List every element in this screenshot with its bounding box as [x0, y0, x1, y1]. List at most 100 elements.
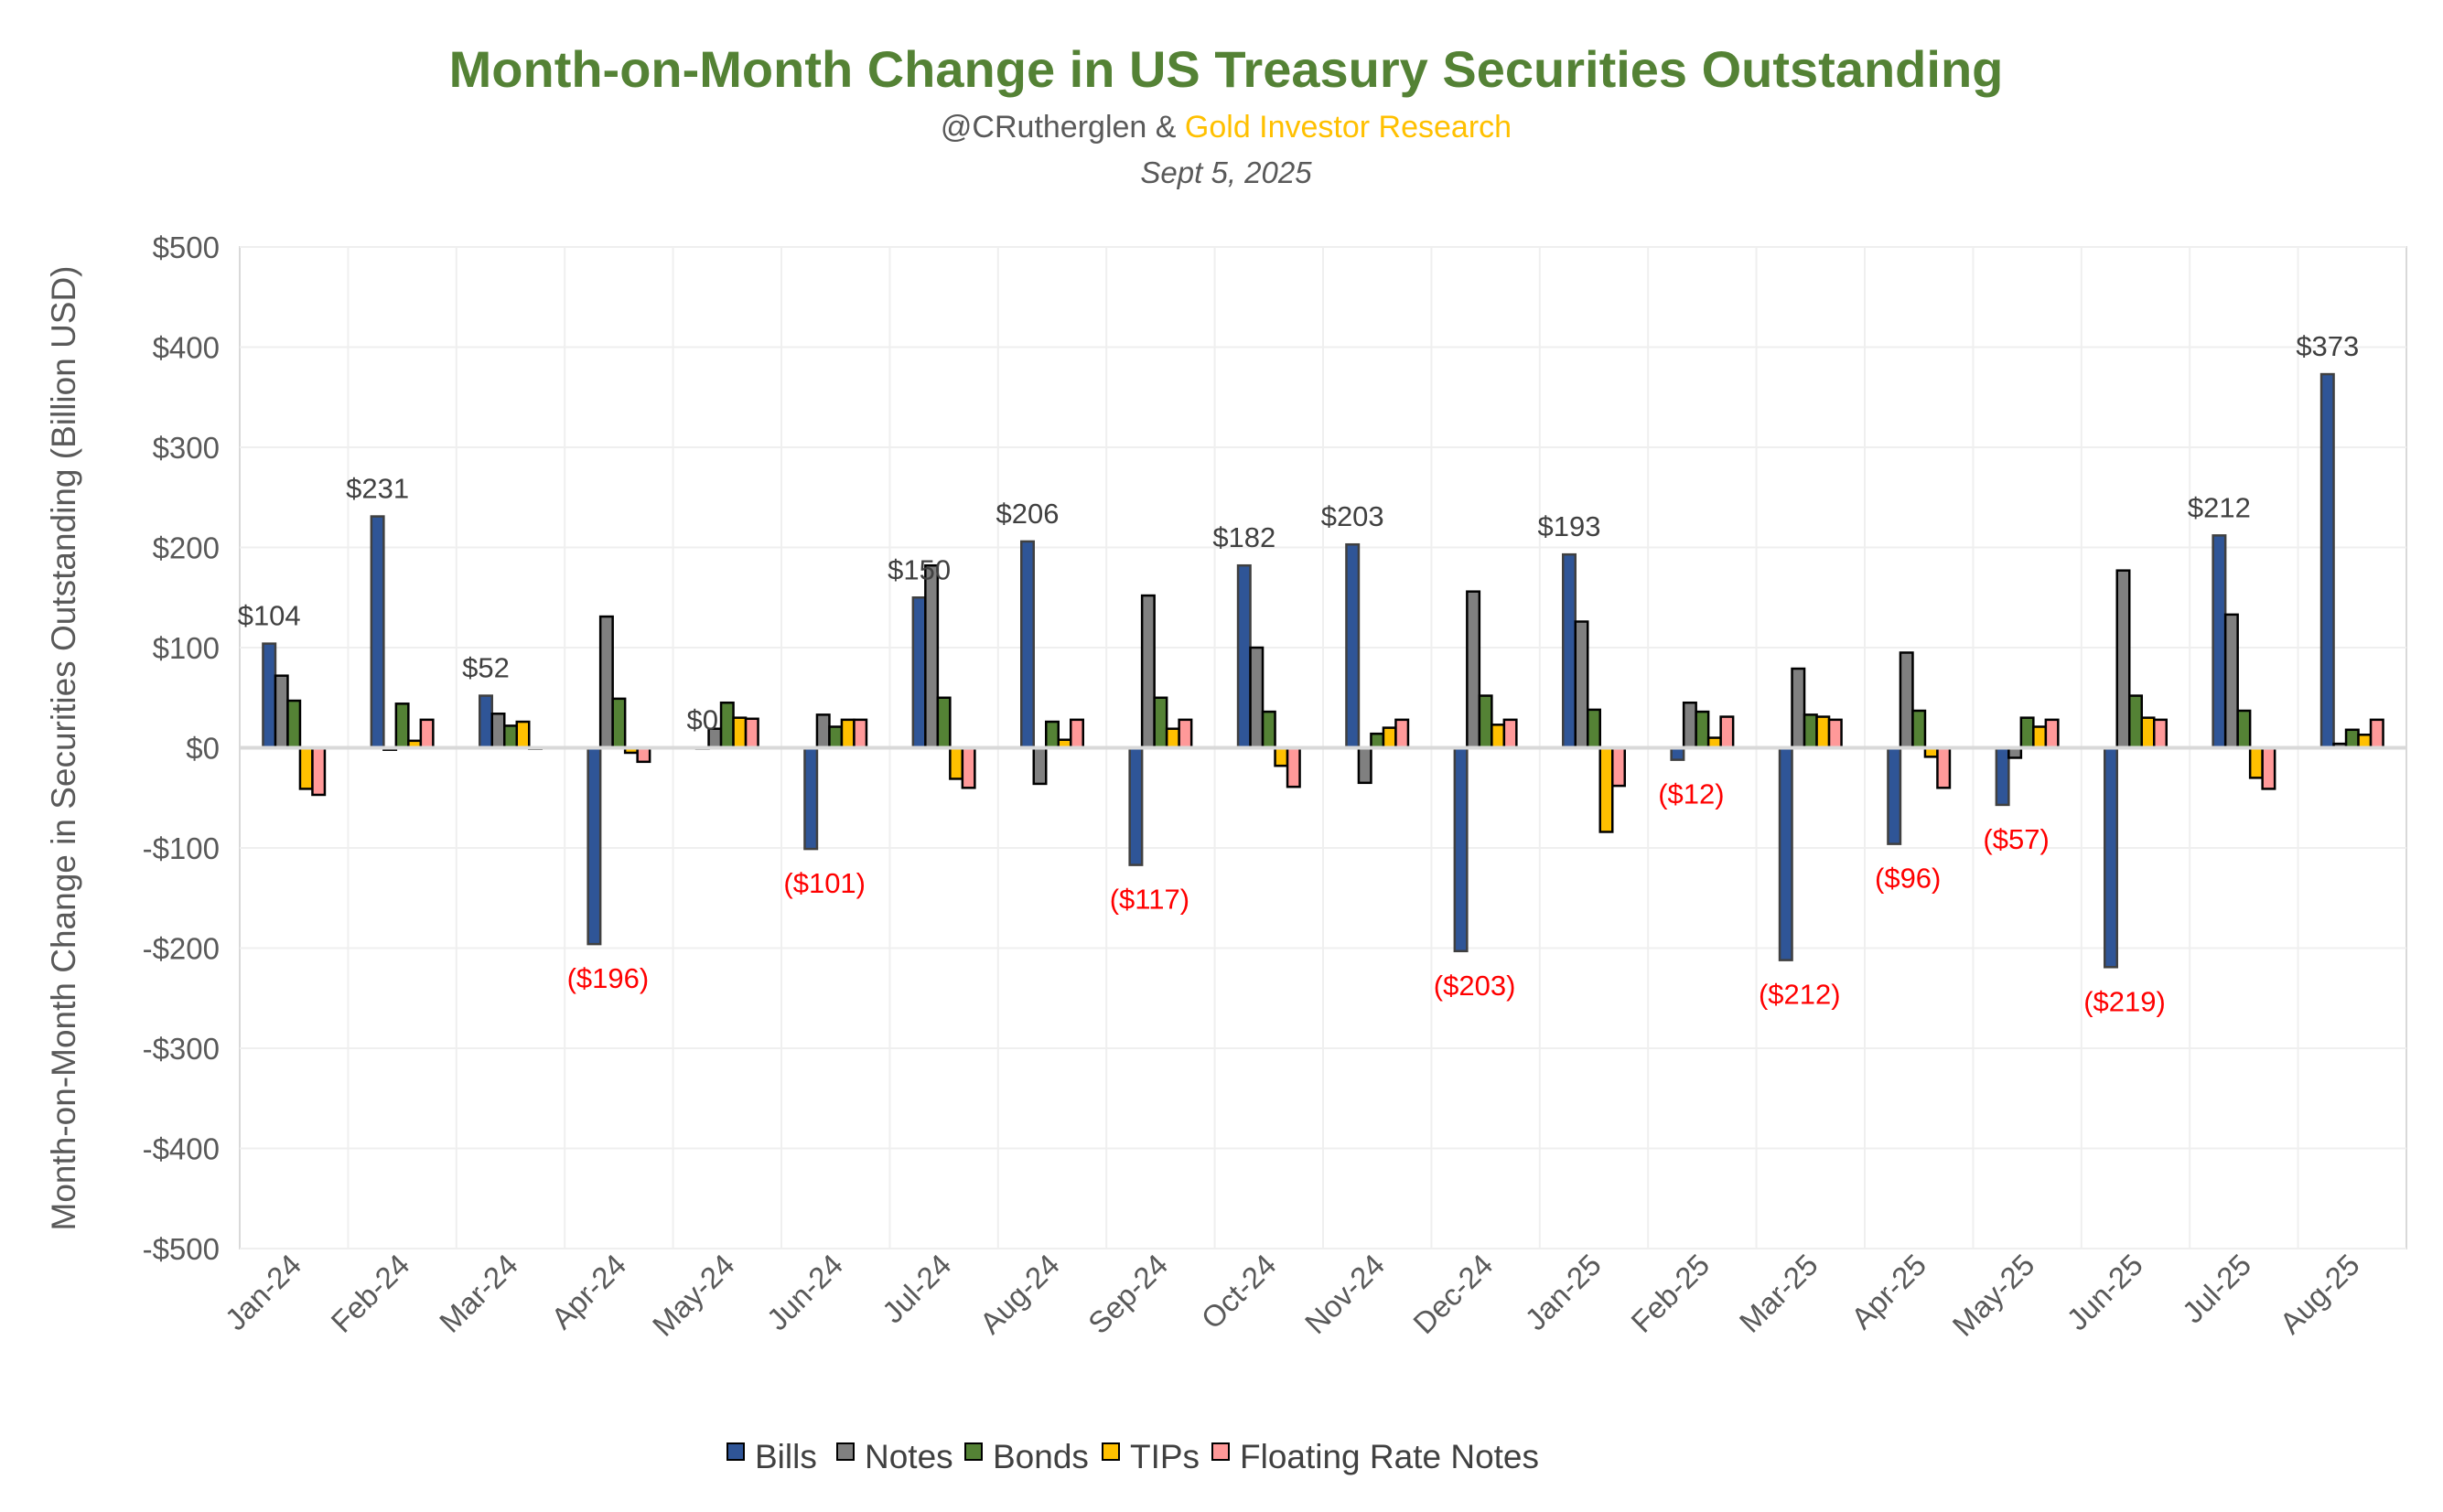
bar-tips: [2140, 716, 2156, 749]
bar-bonds: [1370, 732, 1385, 749]
x-tick-label: Dec-24: [1406, 1248, 1499, 1340]
y-tick-label: $0: [186, 732, 220, 766]
bar-bonds: [936, 696, 952, 749]
bar-tips: [1491, 724, 1506, 749]
bar-bonds: [394, 702, 410, 749]
bills-data-label: ($203): [1434, 970, 1516, 1002]
bills-data-label: ($12): [1658, 778, 1724, 810]
bar-floating-rate-notes: [2153, 718, 2168, 749]
bar-bonds: [828, 725, 844, 749]
legend-swatch: [726, 1442, 745, 1461]
bar-bills: [1345, 542, 1361, 749]
bar-bills: [479, 694, 493, 749]
y-tick-label: $300: [153, 431, 220, 465]
data-labels: $104 $231 $52 ($196) $0 ($101) $150 $206 ($117) $…: [238, 330, 2360, 1017]
bar-bonds: [1153, 696, 1168, 749]
legend-label: Floating Rate Notes: [1240, 1438, 1539, 1475]
bar-bills: [803, 746, 819, 851]
bar-bonds: [2344, 728, 2360, 749]
bar-tips: [1274, 746, 1289, 767]
subtitle-author: @CRutherglen &: [941, 110, 1177, 145]
bills-data-label: $212: [2188, 491, 2251, 523]
bar-notes: [2223, 613, 2239, 749]
bar-bonds: [2019, 716, 2035, 749]
x-tick-label: May-24: [646, 1248, 741, 1343]
y-tick-label: $500: [153, 231, 220, 264]
bar-floating-rate-notes: [1178, 718, 1193, 749]
legend: Bills Notes Bonds TIPs Floating Rate Notes: [726, 1438, 1539, 1475]
bar-bills: [2319, 372, 2335, 749]
bills-data-label: ($117): [1110, 884, 1189, 916]
bar-bonds: [1478, 694, 1493, 749]
x-tick-label: May-25: [1946, 1248, 2041, 1343]
bar-bonds: [1803, 713, 1818, 749]
bar-floating-rate-notes: [1827, 718, 1843, 749]
y-tick-label: $200: [153, 531, 220, 565]
bills-data-label: $193: [1538, 510, 1601, 542]
y-axis-ticks: $500 $400 $300 $200 $100 $0 -$100 -$200 -$300 -$4…: [143, 231, 220, 1266]
y-tick-label: $100: [153, 631, 220, 665]
y-tick-label: -$500: [143, 1232, 220, 1266]
bills-data-label: $203: [1321, 500, 1384, 532]
bar-bonds: [1911, 709, 1927, 749]
bar-bills: [1995, 746, 2010, 807]
bar-floating-rate-notes: [636, 746, 651, 764]
bills-data-label: $104: [238, 600, 301, 632]
bar-tips: [2248, 746, 2264, 779]
bar-notes: [1791, 667, 1806, 749]
chart-title: Month-on-Month Change in US Treasury Sec…: [449, 40, 2004, 98]
bar-bonds: [719, 701, 735, 749]
bar-tips: [840, 718, 856, 749]
bar-floating-rate-notes: [1936, 746, 1952, 789]
bar-floating-rate-notes: [1286, 746, 1301, 788]
bar-notes: [1574, 620, 1589, 749]
bar-bills: [1236, 563, 1252, 749]
bar-tips: [298, 746, 314, 790]
legend-swatch: [964, 1442, 983, 1461]
x-tick-label: Mar-24: [433, 1248, 524, 1339]
x-tick-label: Apr-24: [544, 1248, 632, 1335]
x-tick-label: Aug-24: [974, 1248, 1066, 1340]
bar-bills: [1020, 540, 1035, 749]
bar-notes: [598, 615, 614, 749]
bar-tips: [515, 720, 531, 749]
legend-label: Bills: [755, 1438, 817, 1475]
bar-bonds: [611, 697, 627, 749]
chart-subtitle: @CRutherglen & Gold Investor Research: [941, 110, 1512, 145]
bar-bills: [2212, 534, 2227, 749]
bar-floating-rate-notes: [1719, 715, 1735, 749]
x-tick-label: Aug-25: [2273, 1248, 2365, 1340]
bar-floating-rate-notes: [1611, 746, 1626, 788]
bills-data-label: ($212): [1759, 979, 1841, 1011]
bar-floating-rate-notes: [419, 718, 435, 749]
x-tick-label: Jul-25: [2176, 1248, 2258, 1330]
bills-data-label: $373: [2296, 330, 2359, 362]
bar-floating-rate-notes: [853, 718, 868, 749]
bar-bonds: [2128, 694, 2143, 749]
x-tick-label: Jan-24: [219, 1248, 308, 1337]
bar-floating-rate-notes: [961, 746, 976, 789]
bar-floating-rate-notes: [1502, 718, 1518, 749]
legend-label: Notes: [865, 1438, 953, 1475]
bar-floating-rate-notes: [2261, 746, 2276, 790]
bar-notes: [2115, 569, 2131, 749]
y-tick-label: -$100: [143, 831, 220, 865]
bar-bonds: [1045, 720, 1060, 749]
legend-swatch: [1102, 1442, 1120, 1461]
bar-bills: [1887, 746, 1902, 845]
y-tick-label: $400: [153, 331, 220, 365]
bar-tips: [2357, 734, 2373, 749]
bar-notes: [1032, 746, 1048, 786]
bar-bonds: [1587, 708, 1601, 749]
bar-tips: [1382, 726, 1397, 749]
bar-floating-rate-notes: [1070, 718, 1084, 749]
bar-floating-rate-notes: [744, 717, 759, 749]
bar-notes: [1466, 590, 1481, 749]
legend-label: Bonds: [993, 1438, 1089, 1475]
y-tick-label: -$400: [143, 1132, 220, 1166]
bar-tips: [949, 746, 964, 780]
bar-bills: [262, 642, 277, 749]
bar-tips: [1598, 746, 1614, 833]
bar-floating-rate-notes: [311, 746, 327, 797]
